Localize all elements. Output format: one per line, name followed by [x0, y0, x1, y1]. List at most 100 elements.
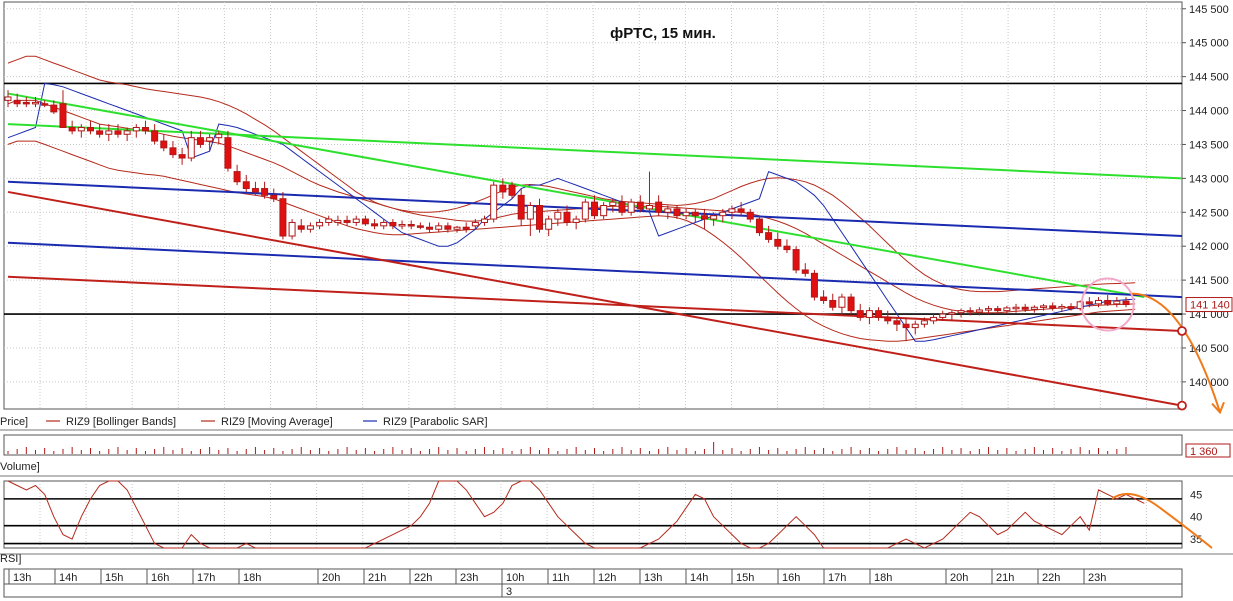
candle: [123, 127, 131, 142]
candle-body-down: [801, 269, 809, 274]
candle: [765, 225, 773, 243]
forecast-arrow-rsi: [1111, 492, 1213, 549]
price-tick-label: 144 500: [1189, 72, 1229, 84]
candle: [169, 141, 177, 159]
candle: [930, 314, 938, 325]
volume-panel-label: Volume]: [0, 461, 40, 473]
candle-body-up: [985, 308, 993, 311]
candle-body-up: [545, 218, 553, 230]
candle: [471, 219, 479, 230]
candle-body-down: [792, 249, 800, 271]
candle-body-down: [774, 238, 782, 247]
candle-body-up: [1030, 306, 1038, 310]
candle-body-up: [380, 221, 388, 227]
price-tick-label: 142 000: [1189, 241, 1229, 253]
candle: [581, 198, 589, 223]
candle: [1113, 297, 1121, 308]
candle: [251, 181, 259, 196]
candle-body-down: [829, 299, 837, 308]
time-tick-label: 21h: [996, 572, 1014, 584]
candle: [508, 181, 516, 199]
candle: [810, 269, 818, 301]
candle: [481, 215, 489, 226]
candle-body-up: [435, 225, 443, 230]
candle: [673, 205, 681, 220]
candle: [233, 164, 241, 186]
time-tick-label: 11h: [552, 572, 570, 584]
time-tick-label: 14h: [690, 572, 708, 584]
candle-body-down: [426, 226, 434, 230]
time-axis: 13h 14h 15h 16h 17h 18h 20h 21h 22h 23h 10h 11h 12h 1…: [3, 568, 1183, 598]
candle-body-down: [765, 232, 773, 240]
candle: [755, 215, 763, 237]
candle-body-down: [196, 137, 204, 145]
candle: [444, 222, 452, 233]
candle: [1012, 303, 1020, 313]
rsi-panel-label: RSI]: [0, 553, 21, 565]
candle-body-down: [499, 184, 507, 193]
candle-body-down: [618, 201, 626, 213]
candle: [966, 307, 974, 316]
candle: [215, 130, 223, 145]
candle: [499, 178, 507, 199]
candle: [105, 124, 113, 142]
candle: [196, 130, 204, 148]
candle: [59, 90, 67, 128]
candle: [416, 222, 424, 230]
candle-body-up: [526, 205, 534, 220]
candle-body-down: [673, 208, 681, 217]
candle-body-up: [481, 218, 489, 223]
candle: [902, 317, 910, 342]
chart-title: фРТС, 15 мин.: [610, 25, 716, 42]
candle: [41, 100, 49, 108]
candle: [1058, 303, 1066, 312]
candle: [1095, 297, 1103, 308]
candle: [627, 198, 635, 216]
candle-body-down: [270, 194, 278, 200]
time-axis-frame: [3, 568, 1183, 598]
rsi-tick-label: 45: [1190, 489, 1202, 501]
highlight-circle: [1080, 277, 1135, 332]
candle-body-up: [911, 323, 919, 329]
candle: [746, 208, 754, 223]
candle: [31, 96, 39, 108]
candle: [325, 215, 333, 226]
candle-body-up: [975, 309, 983, 313]
candle: [270, 188, 278, 203]
candle-body-down: [233, 171, 241, 183]
candle: [352, 215, 360, 226]
candle-body-down: [590, 201, 598, 217]
candle-body-up: [352, 218, 360, 223]
candle: [407, 220, 415, 230]
rsi-tick-label: 40: [1190, 512, 1202, 524]
candle-body-down: [141, 126, 149, 132]
candle: [187, 130, 195, 162]
candle-body-up: [719, 211, 727, 217]
price-tick-label: 145 500: [1189, 4, 1229, 16]
candle-body-up: [316, 221, 324, 227]
candle-body-up: [77, 126, 85, 132]
candle: [288, 219, 296, 240]
candle: [939, 310, 947, 321]
candle-body-down: [966, 310, 974, 313]
trend-line: [7, 123, 1183, 180]
candle-body-up: [554, 211, 562, 220]
candle-body-down: [178, 154, 186, 159]
candle-body-down: [820, 296, 828, 301]
forecast-arrow-price: [1131, 292, 1221, 413]
time-tick-label: 23h: [1088, 572, 1106, 584]
candle-body-up: [627, 201, 635, 213]
candle-body-up: [948, 312, 956, 315]
candle: [700, 208, 708, 230]
candle-body-down: [1122, 300, 1130, 306]
candle-body-up: [1076, 301, 1084, 310]
candle-body-up: [306, 225, 314, 230]
candle: [664, 205, 672, 220]
trend-line: [7, 241, 1183, 299]
candle-body-down: [361, 218, 369, 225]
candle: [151, 124, 159, 145]
candle-body-up: [288, 221, 296, 237]
trend-line: [7, 190, 1183, 407]
candle: [453, 225, 461, 233]
candle-body-down: [517, 194, 525, 220]
